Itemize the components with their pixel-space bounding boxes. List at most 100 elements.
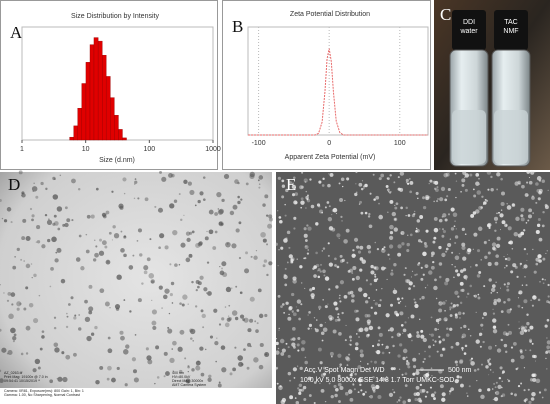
sem-particle	[389, 235, 394, 241]
sem-particle	[541, 396, 544, 399]
sem-particle	[536, 188, 541, 193]
sem-particle	[346, 377, 349, 380]
sem-particle	[370, 384, 376, 389]
sem-particle	[279, 385, 282, 388]
tem-particle	[146, 257, 151, 262]
tem-particle	[31, 186, 38, 192]
sem-particle	[405, 181, 408, 184]
sem-particle	[531, 391, 536, 397]
sem-particle	[523, 299, 528, 304]
tem-particle	[106, 377, 110, 381]
tem-particle	[191, 230, 195, 234]
sem-particle	[317, 268, 321, 272]
sem-particle	[339, 254, 343, 258]
sem-particle	[372, 390, 376, 393]
sem-particle	[488, 362, 492, 366]
tem-particle	[107, 336, 111, 340]
sem-particle	[397, 354, 401, 358]
sem-particle	[322, 327, 328, 333]
tem-particle	[204, 236, 209, 241]
sem-particle	[428, 270, 433, 275]
sem-particle	[346, 364, 349, 366]
sem-particle	[496, 292, 498, 294]
tem-particle	[131, 357, 137, 362]
tem-particle	[53, 316, 57, 319]
tem-particle	[12, 340, 15, 343]
sem-particle	[428, 355, 431, 358]
sem-particle	[532, 248, 534, 251]
sem-particle	[419, 383, 423, 386]
tem-particle	[6, 207, 12, 212]
sem-particle	[392, 367, 396, 371]
sem-particle	[454, 315, 459, 319]
sem-particle	[496, 348, 502, 353]
sem-particle	[414, 303, 419, 309]
tem-particle	[183, 214, 185, 217]
sem-particle	[381, 343, 384, 346]
sem-particle	[542, 257, 546, 261]
sem-particle	[346, 261, 349, 264]
tem-particle	[53, 326, 57, 330]
tem-particle	[71, 219, 74, 222]
tem-particle	[262, 203, 266, 207]
sem-particle	[339, 197, 344, 202]
tem-particle	[217, 208, 220, 210]
sem-particle	[376, 378, 379, 380]
sem-particle	[533, 270, 537, 274]
sem-particle	[437, 328, 439, 330]
tem-particle	[133, 377, 139, 383]
tem-particle	[218, 221, 223, 226]
tem-particle	[78, 327, 82, 331]
sem-particle	[285, 342, 288, 345]
tem-particle	[21, 236, 26, 241]
sem-particle	[415, 273, 418, 276]
sem-particle	[315, 251, 318, 255]
sem-particle	[281, 179, 285, 183]
sem-particle	[417, 239, 422, 243]
sem-particle	[411, 339, 413, 342]
tem-particle	[157, 207, 164, 213]
sem-particle	[397, 176, 400, 179]
tem-particle	[80, 266, 85, 271]
sem-particle	[490, 187, 494, 192]
sem-particle	[427, 371, 430, 374]
sem-particle	[332, 329, 337, 334]
sem-particle	[462, 268, 467, 272]
sem-particle	[295, 306, 297, 308]
sem-particle	[444, 198, 448, 202]
tem-particle	[229, 210, 235, 216]
sem-particle	[537, 217, 541, 221]
tem-particle	[78, 234, 82, 238]
sem-particle	[344, 339, 347, 342]
sem-particle	[277, 347, 280, 350]
tem-meta: 400 nm	[172, 371, 184, 375]
tem-particle	[108, 231, 112, 235]
sem-particle	[328, 173, 330, 175]
sem-particle	[470, 361, 475, 366]
sem-particle	[531, 373, 536, 378]
tem-particle	[77, 187, 81, 191]
tem-particle	[220, 345, 226, 350]
tem-particle	[8, 313, 14, 320]
sem-particle	[366, 244, 372, 250]
sem-particle	[279, 219, 283, 224]
tem-particle	[187, 365, 190, 369]
sem-particle	[333, 301, 338, 306]
sem-particle	[331, 209, 335, 213]
tem-particle	[196, 365, 198, 367]
sem-particle	[488, 239, 490, 241]
sem-particle	[401, 242, 405, 246]
sem-particle	[437, 322, 440, 324]
tem-particle	[86, 214, 91, 219]
sem-particle	[402, 400, 407, 404]
sem-particle	[369, 282, 373, 286]
sem-particle	[388, 244, 394, 249]
sem-particle	[368, 325, 374, 331]
sem-particle	[322, 247, 326, 250]
sem-particle	[488, 345, 493, 350]
tem-particle	[20, 352, 24, 356]
sem-particle	[296, 299, 302, 304]
sem-particle	[500, 177, 503, 181]
sem-particle	[422, 337, 427, 343]
sem-particle	[480, 259, 482, 261]
